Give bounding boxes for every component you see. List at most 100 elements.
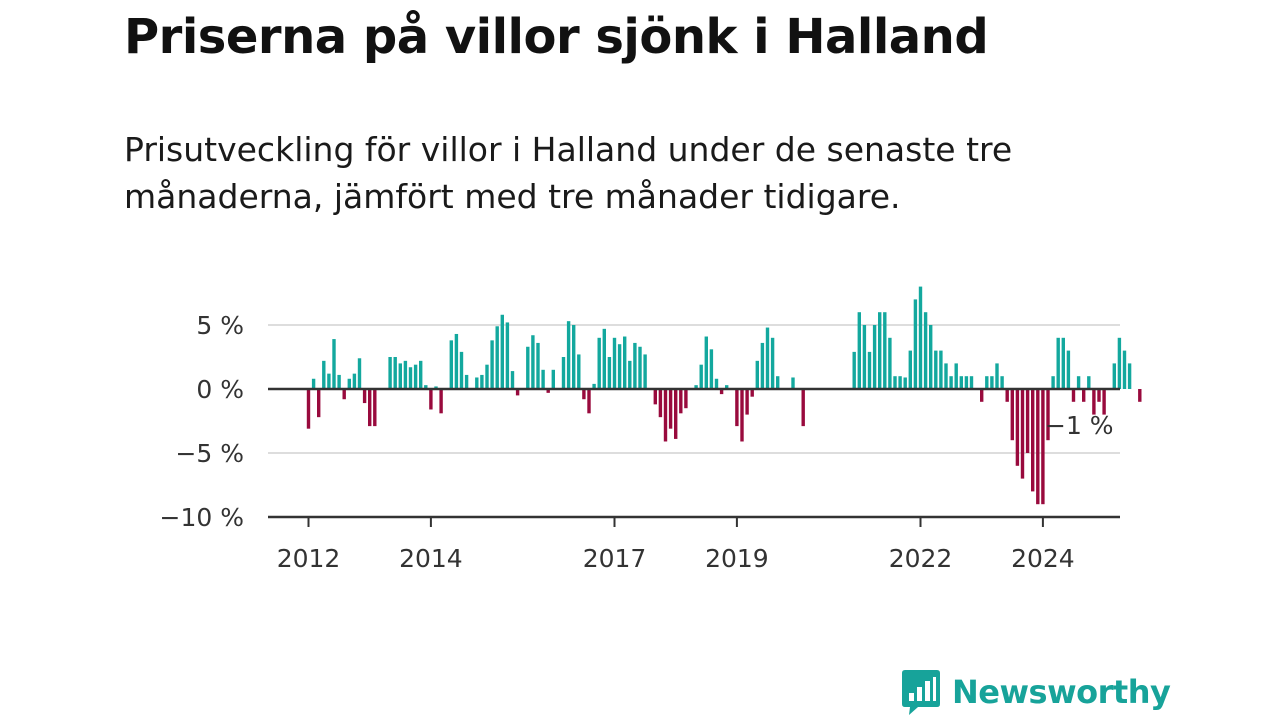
bar: [663, 389, 668, 442]
newsworthy-logo: Newsworthy: [900, 668, 1171, 716]
bar: [531, 335, 535, 389]
bar: [505, 322, 510, 389]
bar: [684, 389, 688, 409]
bar: [949, 376, 953, 389]
bar: [638, 346, 642, 389]
x-tick-label: 2012: [277, 544, 341, 573]
bar: [1097, 389, 1101, 402]
bar: [1046, 389, 1050, 441]
y-tick-label: −10 %: [160, 503, 244, 532]
bar: [750, 389, 754, 397]
bar: [1010, 389, 1014, 441]
bar: [714, 378, 719, 389]
bar: [1112, 363, 1116, 389]
bar: [449, 340, 453, 389]
bar: [862, 325, 867, 389]
bar: [510, 371, 515, 389]
bar: [464, 374, 469, 389]
bar: [311, 378, 316, 389]
bar: [607, 357, 612, 389]
bar: [1082, 389, 1086, 402]
bar: [342, 389, 346, 400]
bar: [403, 360, 408, 389]
bar: [954, 363, 958, 389]
bar: [495, 326, 499, 389]
bar: [1020, 389, 1025, 479]
bar: [1061, 337, 1065, 389]
bar: [745, 389, 749, 415]
bar: [413, 364, 418, 389]
bar: [872, 325, 877, 389]
bar: [1015, 389, 1020, 466]
bar: [1087, 376, 1091, 389]
bar: [1117, 337, 1122, 389]
bar: [398, 363, 402, 389]
bar: [929, 325, 933, 389]
y-tick-label: −5 %: [175, 439, 244, 468]
bar: [1031, 389, 1035, 492]
bar: [536, 342, 540, 389]
x-tick-label: 2022: [889, 544, 953, 573]
bar: [526, 346, 530, 389]
bar: [964, 376, 969, 389]
bar: [1041, 389, 1045, 505]
bar: [923, 312, 928, 389]
bar: [888, 337, 892, 389]
bar: [1036, 389, 1040, 505]
bar: [551, 369, 555, 389]
bar: [602, 328, 606, 389]
bar: [791, 377, 795, 389]
bar: [755, 360, 759, 389]
bar: [306, 389, 311, 429]
bar: [408, 367, 413, 389]
bar: [459, 351, 464, 389]
bar: [317, 389, 321, 418]
bar: [709, 349, 714, 389]
bar: [429, 389, 433, 410]
grid-lines: [268, 324, 1120, 518]
x-tick-label: 2019: [705, 544, 769, 573]
bar: [439, 389, 443, 414]
chart-title: Priserna på villor sjönk i Halland: [124, 9, 989, 65]
bar: [857, 312, 861, 389]
x-tick-label: 2017: [583, 544, 647, 573]
bar: [347, 378, 351, 389]
bar: [362, 389, 367, 404]
y-tick-label: 0 %: [196, 375, 244, 404]
bar: [1056, 337, 1060, 389]
bar: [898, 376, 902, 389]
bar: [337, 374, 341, 389]
bar: [653, 389, 657, 405]
x-axis-ticks: 2012 2014 2017 2019 2022 2024: [277, 517, 1075, 573]
bar: [582, 389, 586, 400]
bar: [500, 314, 504, 389]
bar: [1051, 376, 1055, 389]
bar: [985, 376, 989, 389]
bar: [612, 337, 617, 389]
bar: [878, 312, 882, 389]
bar: [357, 358, 362, 389]
bar: [867, 351, 872, 389]
x-tick-label: 2024: [1011, 544, 1075, 573]
bar: [908, 350, 912, 389]
bar: [566, 321, 571, 389]
bar: [852, 351, 856, 389]
bar-chart-speech-bubble-icon: [902, 670, 940, 715]
bar: [393, 357, 397, 389]
bar: [913, 299, 918, 389]
bar: [434, 386, 438, 389]
bar: [765, 327, 770, 389]
bar: [893, 376, 897, 389]
brand-name: Newsworthy: [952, 673, 1171, 711]
bar: [735, 389, 739, 427]
bar: [944, 363, 948, 389]
bar: [1071, 389, 1076, 402]
x-tick-label: 2014: [399, 544, 463, 573]
bar: [918, 286, 923, 389]
bar: [939, 350, 943, 389]
bar: [541, 369, 545, 389]
bar: [1127, 363, 1132, 389]
bar: [419, 360, 423, 389]
bar: [801, 389, 805, 427]
bar: [561, 357, 566, 389]
